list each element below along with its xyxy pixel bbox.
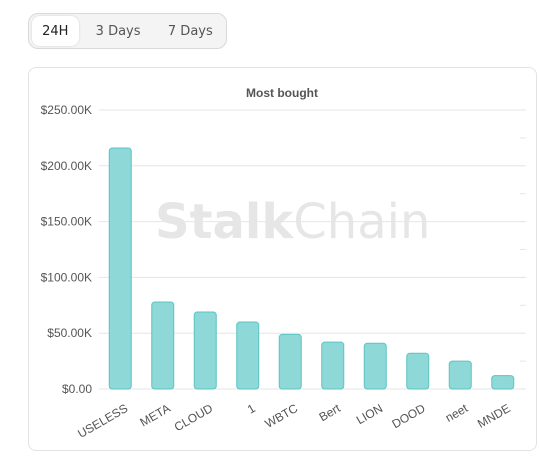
bar-useless[interactable]	[108, 147, 132, 390]
x-tick-label: MNDE	[475, 401, 513, 431]
bar-meta[interactable]	[151, 301, 175, 390]
x-tick-label: Bert	[317, 401, 344, 424]
bar-1[interactable]	[236, 321, 260, 390]
bars	[108, 147, 515, 390]
bar-dood[interactable]	[406, 352, 430, 390]
bar-bert[interactable]	[321, 341, 345, 390]
y-tick-label: $200.00K	[41, 159, 92, 173]
x-tick-label: DOOD	[389, 401, 427, 431]
x-tick-label: 1	[245, 401, 258, 417]
x-tick-label: META	[138, 401, 173, 429]
tab-24h[interactable]: 24H	[32, 16, 79, 46]
y-tick-label: $150.00K	[41, 215, 92, 229]
tab-3-days[interactable]: 3 Days	[95, 23, 141, 39]
x-tick-label: USELESS	[75, 401, 130, 441]
x-tick-label: neet	[443, 401, 471, 425]
bar-cloud[interactable]	[193, 311, 217, 390]
bar-mnde[interactable]	[491, 375, 515, 390]
x-tick-label: WBTC	[263, 401, 301, 431]
chart-title: Most bought	[246, 86, 318, 100]
watermark-logo: StalkChain	[155, 194, 430, 250]
y-tick-label: $100.00K	[41, 270, 92, 284]
y-tick-label: $250.00K	[41, 103, 92, 117]
x-axis-labels: USELESS META CLOUD 1 WBTC Bert LION DOOD neet MND…	[75, 401, 512, 441]
bar-lion[interactable]	[363, 342, 387, 390]
x-tick-label: CLOUD	[172, 401, 216, 434]
y-axis-labels: $0.00 $50.00K $100.00K $150.00K $200.00K $250…	[41, 103, 93, 396]
x-tick-label: LION	[354, 401, 385, 427]
bar-wbtc[interactable]	[278, 333, 302, 390]
tab-7-days[interactable]: 7 Days	[167, 23, 213, 39]
bar-neet[interactable]	[448, 360, 472, 390]
time-range-tabs: 24H 3 Days 7 Days	[28, 13, 227, 49]
y-tick-label: $50.00K	[47, 326, 92, 340]
right-minor-ticks	[520, 109, 526, 390]
y-tick-label: $0.00	[62, 382, 92, 396]
